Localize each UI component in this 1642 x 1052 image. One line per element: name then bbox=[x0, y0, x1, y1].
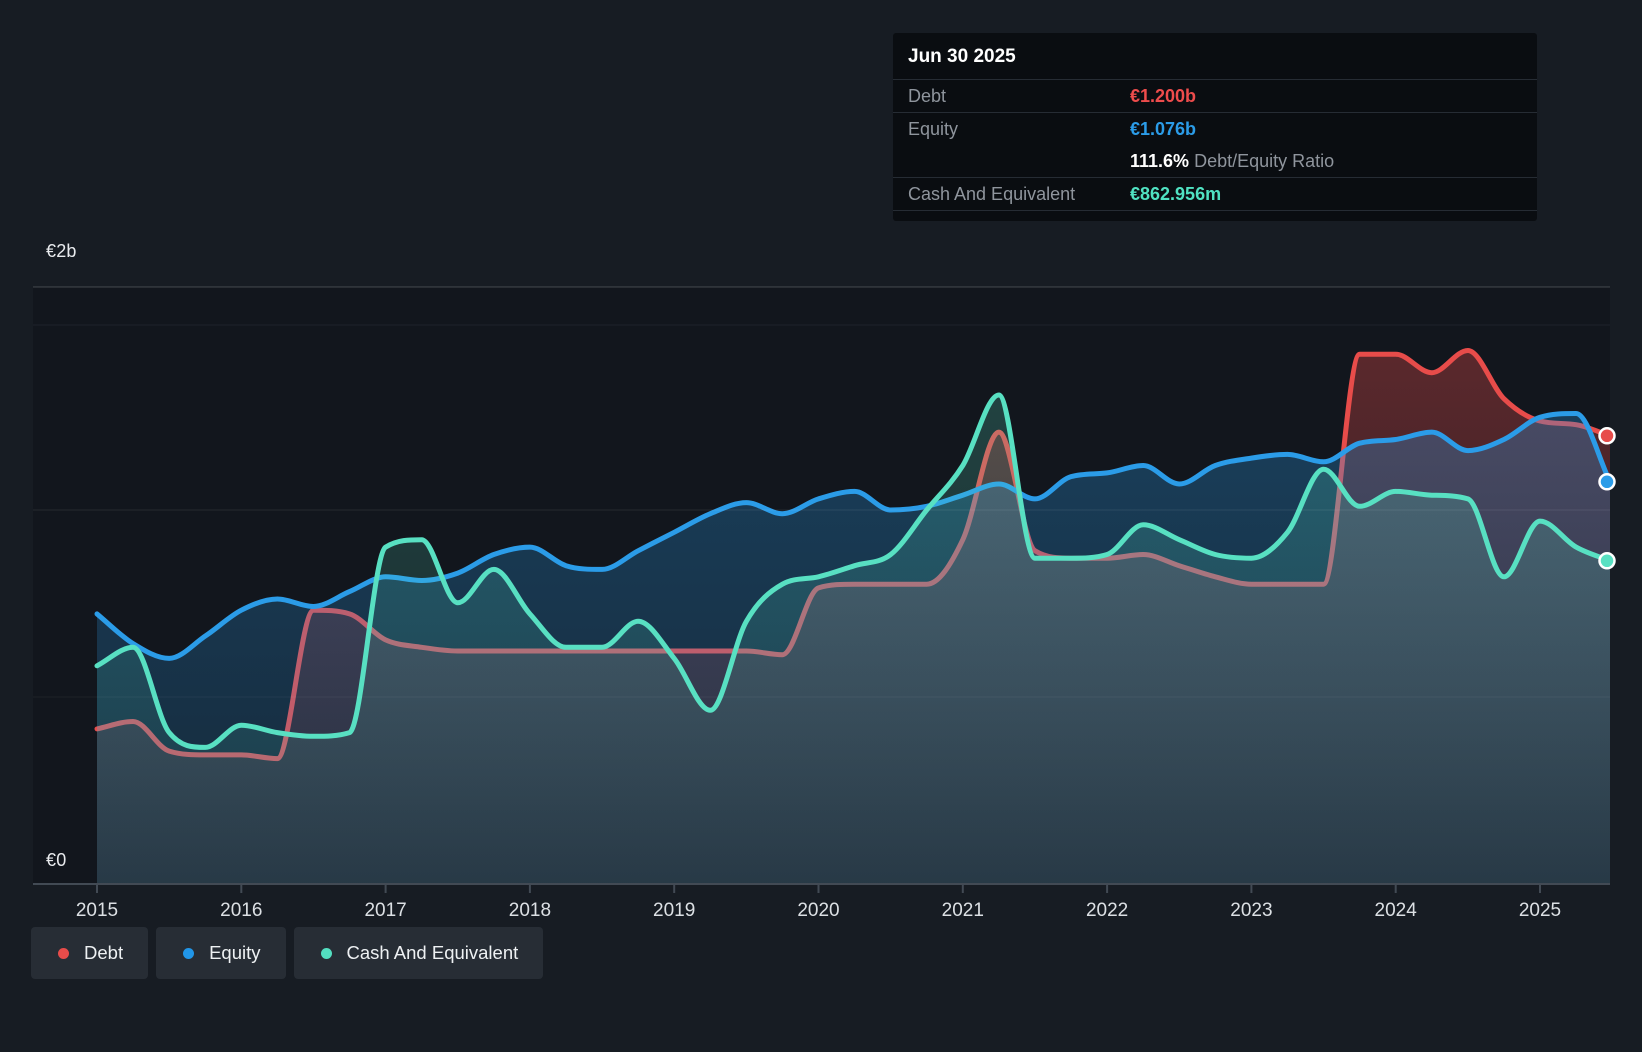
x-axis-label: 2015 bbox=[76, 900, 118, 921]
tooltip-ratio-row: 111.6% Debt/Equity Ratio bbox=[893, 145, 1537, 178]
tooltip-debt-row: Debt €1.200b bbox=[893, 80, 1537, 113]
legend-item-cash[interactable]: Cash And Equivalent bbox=[293, 927, 544, 979]
legend-debt-label: Debt bbox=[84, 942, 124, 963]
tooltip-cash-value: €862.956m bbox=[1130, 183, 1222, 204]
tooltip-ratio-value: 111.6% bbox=[1130, 150, 1190, 171]
legend-cash-label: Cash And Equivalent bbox=[346, 942, 519, 963]
x-axis-label: 2017 bbox=[364, 900, 406, 921]
equity-end-marker bbox=[1598, 473, 1616, 491]
debt-end-marker bbox=[1598, 427, 1616, 445]
x-axis-label: 2020 bbox=[797, 900, 839, 921]
x-axis-label: 2025 bbox=[1519, 900, 1561, 921]
tooltip-equity-row: Equity €1.076b bbox=[893, 113, 1537, 145]
cash-dot-icon bbox=[320, 947, 332, 959]
x-axis-label: 2021 bbox=[942, 900, 984, 921]
x-axis-label: 2022 bbox=[1086, 900, 1128, 921]
equity-line bbox=[94, 411, 1613, 661]
legend-equity-label: Equity bbox=[209, 942, 261, 963]
x-axis-label: 2018 bbox=[509, 900, 551, 921]
legend-item-debt[interactable]: Debt bbox=[31, 927, 149, 979]
cash-line bbox=[94, 392, 1613, 750]
equity-dot-icon bbox=[183, 947, 195, 959]
y-axis-label-bottom: €0 bbox=[46, 850, 67, 870]
tooltip-debt-value: €1.200b bbox=[1130, 85, 1197, 106]
tooltip-date: Jun 30 2025 bbox=[893, 33, 1537, 80]
tooltip-cash-row: Cash And Equivalent €862.956m bbox=[893, 178, 1537, 211]
chart-tooltip: Jun 30 2025 Debt €1.200b Equity €1.076b … bbox=[893, 33, 1537, 221]
y-axis-label-top: €2b bbox=[46, 241, 77, 261]
x-axis-label: 2024 bbox=[1375, 900, 1418, 921]
debt-dot-icon bbox=[58, 947, 69, 959]
tooltip-debt-label: Debt bbox=[908, 85, 947, 106]
tooltip-equity-label: Equity bbox=[908, 118, 959, 139]
tooltip-cash-label: Cash And Equivalent bbox=[908, 183, 1076, 204]
x-axis-label: 2019 bbox=[653, 900, 695, 921]
x-axis-label: 2023 bbox=[1230, 900, 1272, 921]
legend-item-equity[interactable]: Equity bbox=[156, 927, 286, 979]
cash-area bbox=[97, 395, 1610, 884]
chart-legend: Debt Equity Cash And Equivalent bbox=[31, 927, 544, 979]
cash-end-marker bbox=[1598, 552, 1616, 570]
tooltip-ratio-label: Debt/Equity Ratio bbox=[1194, 150, 1335, 171]
x-axis-label: 2016 bbox=[220, 900, 262, 921]
tooltip-equity-value: €1.076b bbox=[1130, 118, 1197, 139]
